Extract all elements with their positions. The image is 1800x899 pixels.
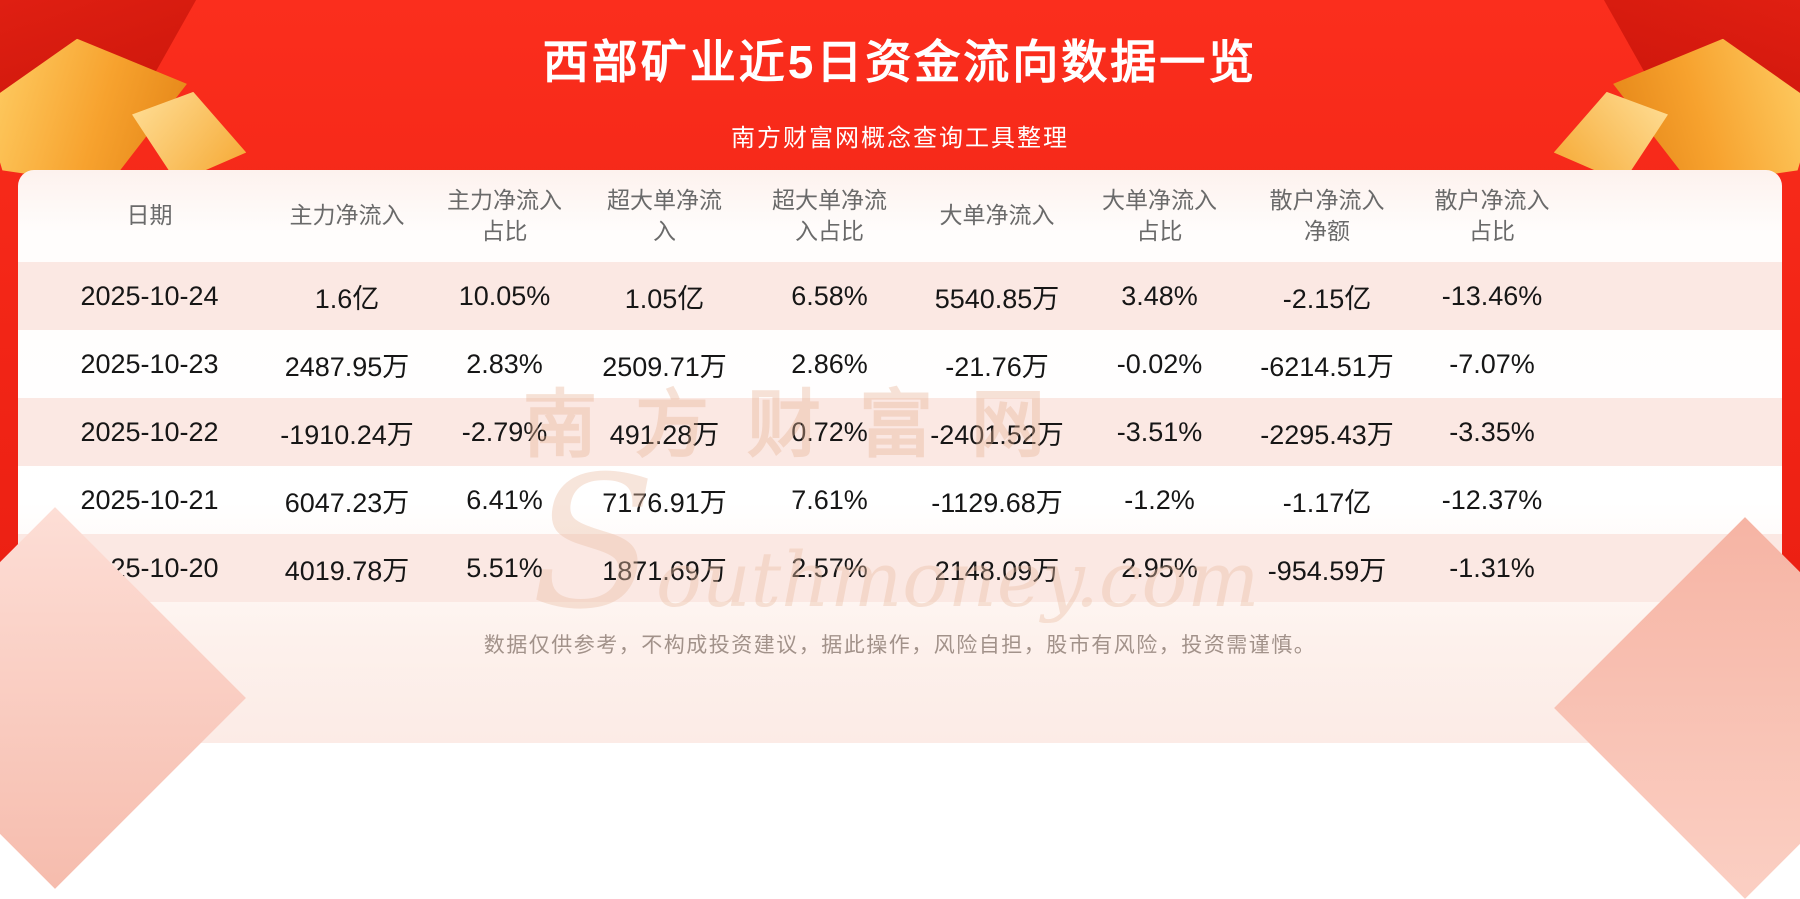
table-cell: 4019.78万 [284, 555, 410, 586]
table-cell: -1910.24万 [280, 419, 414, 450]
table-cell: -2401.52万 [930, 419, 1064, 450]
table-header-row: 日期 主力净流入 主力净流入 占比 超大单净流 入超大单净流 入占比 大单净流入 大单净流… [18, 170, 1782, 262]
column-header: 日期 [126, 202, 173, 229]
column-header: 散户净流入 净额 [1269, 186, 1385, 244]
table-cell: -13.46% [1441, 280, 1543, 311]
column-header: 大单净流入 [939, 202, 1055, 229]
table-cell: -6214.51万 [1260, 351, 1394, 382]
table-cell: -1.31% [1449, 552, 1535, 583]
table-cell: 2509.71万 [602, 351, 727, 382]
table-cell: 1.6亿 [314, 283, 380, 314]
table-cell: -0.02% [1116, 348, 1203, 379]
column-header: 主力净流入 [289, 202, 405, 229]
table-cell: 2025-10-23 [80, 348, 219, 379]
fund-flow-table: 日期 主力净流入 主力净流入 占比 超大单净流 入超大单净流 入占比 大单净流入 大单净流… [18, 170, 1782, 602]
table-cell: -3.51% [1116, 416, 1203, 447]
table-cell: 7176.91万 [602, 487, 727, 518]
table-cell: 2.57% [791, 552, 868, 583]
table-cell: 2.86% [791, 348, 868, 379]
table-cell: -1.2% [1124, 484, 1195, 515]
page-header: 西部矿业近5日资金流向数据一览 南方财富网概念查询工具整理 [0, 0, 1800, 153]
column-header: 超大单净流 入占比 [772, 186, 887, 244]
table-cell: -954.59万 [1267, 555, 1387, 586]
table-cell: -2.15亿 [1282, 283, 1372, 314]
table-cell: 1.05亿 [624, 283, 705, 314]
table-cell: 2148.09万 [934, 555, 1060, 586]
table-cell: 2025-10-24 [80, 280, 219, 311]
table-cell: 2.83% [466, 348, 543, 379]
table-cell: 5.51% [466, 552, 543, 583]
table-cell: 1871.69万 [602, 555, 727, 586]
table-cell: -1129.68万 [931, 487, 1063, 518]
table-row: 2025-10-20 4019.78万 5.51% 1871.69万 2.57% 2148… [18, 534, 1782, 602]
column-header: 超大单净流 入 [607, 186, 722, 244]
table-row: 2025-10-21 6047.23万 6.41% 7176.91万 7.61% -112… [18, 466, 1782, 534]
table-cell: -2295.43万 [1260, 419, 1394, 450]
column-header: 散户净流入 占比 [1434, 186, 1550, 244]
table-cell: 0.72% [791, 416, 868, 447]
table-cell: -21.76万 [945, 351, 1049, 382]
table-cell: -1.17亿 [1282, 487, 1372, 518]
table-cell: 5540.85万 [934, 283, 1060, 314]
table-cell: 491.28万 [609, 419, 720, 450]
table-cell: 2025-10-20 [80, 552, 219, 583]
table-cell: 10.05% [458, 280, 551, 311]
column-header: 主力净流入 占比 [447, 186, 562, 244]
table-cell: -12.37% [1441, 484, 1543, 515]
table-cell: -2.79% [461, 416, 548, 447]
table-cell: 2025-10-21 [80, 484, 219, 515]
table-cell: -7.07% [1449, 348, 1535, 379]
table-cell: 2.95% [1121, 552, 1198, 583]
table-cell: -3.35% [1449, 416, 1535, 447]
table-row: 2025-10-24 1.6亿 10.05% 1.05亿 6.58% 5540.85万 3.… [18, 262, 1782, 330]
column-header: 大单净流入 占比 [1102, 186, 1217, 244]
data-card: 南方财富网 Southmoney.com 日期 主力净流入 主力净流入 占比 超大单净… [18, 170, 1782, 743]
table-cell: 6.41% [466, 484, 543, 515]
table-cell: 2025-10-22 [80, 416, 219, 447]
page-subtitle: 南方财富网概念查询工具整理 [731, 125, 1069, 152]
table-row: 2025-10-22 -1910.24万 -2.79% 491.28万 0.72% -24… [18, 398, 1782, 466]
disclaimer-text: 数据仅供参考，不构成投资建议，据此操作，风险自担，股市有风险，投资需谨慎。 [483, 634, 1317, 657]
table-cell: 3.48% [1121, 280, 1198, 311]
table-cell: 7.61% [791, 484, 868, 515]
table-row: 2025-10-23 2487.95万 2.83% 2509.71万 2.86% -21.… [18, 330, 1782, 398]
table-cell: 2487.95万 [284, 351, 410, 382]
table-cell: 6.58% [791, 280, 868, 311]
table-cell: 6047.23万 [284, 487, 410, 518]
page-title: 西部矿业近5日资金流向数据一览 [542, 36, 1258, 88]
